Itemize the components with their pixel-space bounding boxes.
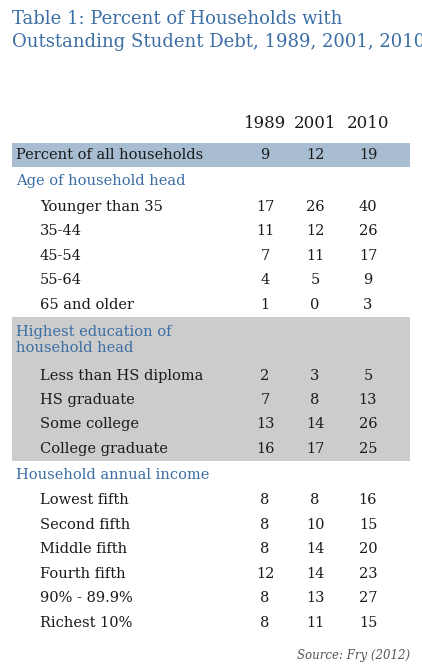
- Text: 1: 1: [260, 298, 270, 312]
- Text: 5: 5: [363, 368, 373, 382]
- Text: 35-44: 35-44: [40, 224, 82, 238]
- Bar: [12, 537, 410, 562]
- Text: 17: 17: [306, 442, 324, 456]
- Text: 40: 40: [359, 200, 377, 214]
- Text: 2001: 2001: [294, 115, 336, 132]
- Text: 10: 10: [306, 518, 324, 532]
- Text: 15: 15: [359, 518, 377, 532]
- Bar: [12, 513, 410, 537]
- Text: 14: 14: [306, 542, 324, 556]
- Text: Source: Fry (2012): Source: Fry (2012): [297, 649, 410, 662]
- Text: 2: 2: [260, 368, 270, 382]
- Text: 4: 4: [260, 273, 270, 287]
- Text: Table 1: Percent of Households with
Outstanding Student Debt, 1989, 2001, 2010: Table 1: Percent of Households with Outs…: [12, 10, 422, 51]
- Text: 25: 25: [359, 442, 377, 456]
- Bar: [12, 268, 410, 292]
- Text: 11: 11: [306, 249, 324, 263]
- Text: Richest 10%: Richest 10%: [40, 616, 133, 630]
- Bar: [12, 562, 410, 586]
- Text: 7: 7: [260, 249, 270, 263]
- Text: 8: 8: [310, 493, 320, 507]
- Text: Fourth fifth: Fourth fifth: [40, 566, 126, 581]
- Text: 8: 8: [260, 542, 270, 556]
- Bar: [12, 586, 410, 611]
- Text: Younger than 35: Younger than 35: [40, 200, 163, 214]
- Text: 65 and older: 65 and older: [40, 298, 134, 312]
- Text: Less than HS diploma: Less than HS diploma: [40, 368, 203, 382]
- Text: Age of household head: Age of household head: [16, 174, 186, 188]
- Text: 14: 14: [306, 566, 324, 581]
- Text: 13: 13: [306, 591, 324, 605]
- Text: 23: 23: [359, 566, 377, 581]
- Bar: [12, 364, 410, 388]
- Text: 12: 12: [306, 149, 324, 162]
- Text: 55-64: 55-64: [40, 273, 82, 287]
- Bar: [12, 388, 410, 412]
- Bar: [12, 437, 410, 461]
- Text: 3: 3: [310, 368, 320, 382]
- Bar: [12, 461, 410, 488]
- Text: Household annual income: Household annual income: [16, 468, 209, 482]
- Text: 27: 27: [359, 591, 377, 605]
- Bar: [12, 219, 410, 243]
- Text: 26: 26: [306, 200, 325, 214]
- Text: 7: 7: [260, 393, 270, 407]
- Bar: [12, 167, 410, 194]
- Text: 17: 17: [359, 249, 377, 263]
- Text: 20: 20: [359, 542, 377, 556]
- Bar: [12, 143, 410, 167]
- Text: 2010: 2010: [347, 115, 389, 132]
- Text: 11: 11: [306, 616, 324, 630]
- Text: Some college: Some college: [40, 417, 139, 431]
- Text: 8: 8: [310, 393, 320, 407]
- Text: 16: 16: [359, 493, 377, 507]
- Bar: [12, 292, 410, 317]
- Bar: [12, 488, 410, 513]
- Text: 90% - 89.9%: 90% - 89.9%: [40, 591, 133, 605]
- Text: Percent of all households: Percent of all households: [16, 149, 203, 162]
- Text: 13: 13: [256, 417, 274, 431]
- Text: 9: 9: [260, 149, 270, 162]
- Text: 12: 12: [306, 224, 324, 238]
- Text: Second fifth: Second fifth: [40, 518, 130, 532]
- Text: 19: 19: [359, 149, 377, 162]
- Text: 13: 13: [359, 393, 377, 407]
- Text: 26: 26: [359, 224, 377, 238]
- Bar: [12, 194, 410, 219]
- Text: 45-54: 45-54: [40, 249, 82, 263]
- Text: 8: 8: [260, 591, 270, 605]
- Text: 8: 8: [260, 616, 270, 630]
- Text: HS graduate: HS graduate: [40, 393, 135, 407]
- Text: 9: 9: [363, 273, 373, 287]
- Text: Middle fifth: Middle fifth: [40, 542, 127, 556]
- Text: 26: 26: [359, 417, 377, 431]
- Text: 11: 11: [256, 224, 274, 238]
- Text: 1989: 1989: [244, 115, 286, 132]
- Text: 8: 8: [260, 493, 270, 507]
- Text: Highest education of
household head: Highest education of household head: [16, 325, 171, 355]
- Text: Lowest fifth: Lowest fifth: [40, 493, 129, 507]
- Text: 16: 16: [256, 442, 274, 456]
- Bar: [12, 243, 410, 268]
- Bar: [12, 317, 410, 364]
- Text: 3: 3: [363, 298, 373, 312]
- Text: 17: 17: [256, 200, 274, 214]
- Text: 15: 15: [359, 616, 377, 630]
- Bar: [12, 412, 410, 437]
- Text: 12: 12: [256, 566, 274, 581]
- Text: 0: 0: [310, 298, 320, 312]
- Text: 8: 8: [260, 518, 270, 532]
- Text: 14: 14: [306, 417, 324, 431]
- Bar: [12, 611, 410, 635]
- Text: 5: 5: [310, 273, 319, 287]
- Text: College graduate: College graduate: [40, 442, 168, 456]
